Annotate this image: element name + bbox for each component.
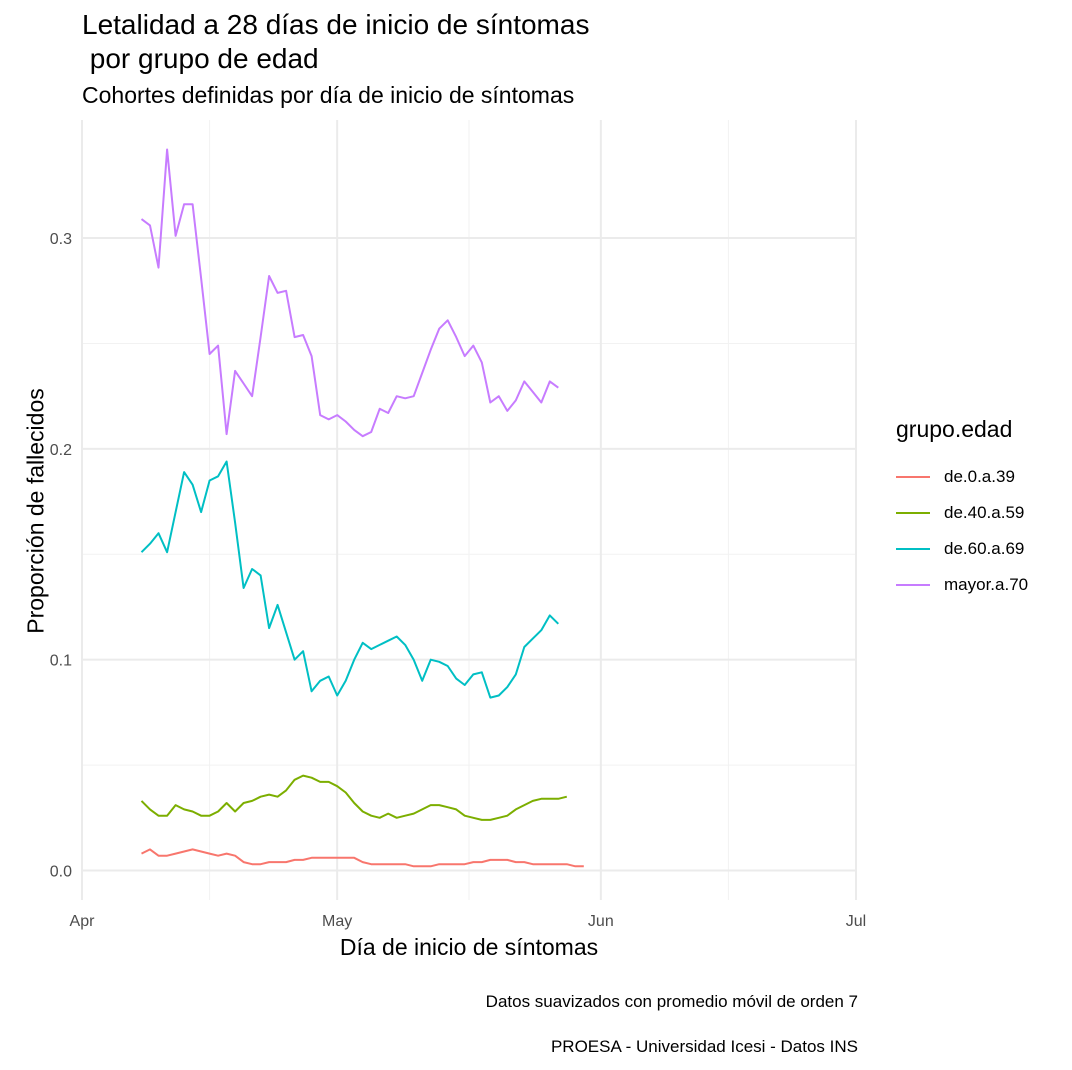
axis-ticks: Apr May Jun Jul 0.0 0.1 0.2 0.3 bbox=[50, 231, 866, 930]
x-tick-label: Apr bbox=[70, 913, 96, 930]
chart-subtitle: Cohortes definidas por día de inicio de … bbox=[82, 82, 575, 108]
caption-smoothing: Datos suavizados con promedio móvil de o… bbox=[485, 992, 858, 1011]
legend: grupo.edad de.0.a.39 de.40.a.59 de.60.a.… bbox=[896, 416, 1028, 603]
legend-key-mayor-a-70 bbox=[896, 584, 930, 586]
y-tick-label: 0.1 bbox=[50, 653, 72, 670]
y-axis-label: Proporción de fallecidos bbox=[22, 388, 49, 634]
legend-item: mayor.a.70 bbox=[896, 567, 1028, 603]
legend-label: mayor.a.70 bbox=[944, 575, 1029, 594]
legend-key-de-60-a-69 bbox=[896, 548, 930, 550]
legend-item: de.0.a.39 bbox=[896, 459, 1028, 495]
legend-item: de.40.a.59 bbox=[896, 495, 1028, 531]
series-line-de-0-a-39 bbox=[141, 848, 584, 868]
y-tick-label: 0.2 bbox=[50, 442, 72, 459]
x-tick-label: Jun bbox=[588, 913, 614, 930]
series-line-de-60-a-69 bbox=[140, 460, 560, 699]
caption-source: PROESA - Universidad Icesi - Datos INS bbox=[550, 1037, 858, 1056]
legend-title: grupo.edad bbox=[896, 416, 1013, 442]
x-axis-label: Día de inicio de síntomas bbox=[339, 934, 599, 960]
grid-lines bbox=[81, 120, 857, 900]
legend-label: de.0.a.39 bbox=[944, 467, 1015, 486]
series-line-de-40-a-59 bbox=[140, 774, 568, 821]
legend-label: de.60.a.69 bbox=[944, 539, 1025, 558]
legend-item: de.60.a.69 bbox=[896, 531, 1028, 567]
series-lines bbox=[140, 148, 584, 868]
legend-key-de-40-a-59 bbox=[896, 512, 930, 514]
x-tick-label: May bbox=[322, 913, 352, 930]
x-tick-label: Jul bbox=[846, 913, 866, 930]
y-tick-label: 0.3 bbox=[50, 231, 72, 248]
legend-label: de.40.a.59 bbox=[944, 503, 1025, 522]
y-tick-label: 0.0 bbox=[50, 863, 72, 880]
legend-key-de-0-a-39 bbox=[896, 476, 930, 478]
chart-title: Letalidad a 28 días de inicio de síntoma… bbox=[82, 9, 590, 74]
series-line-mayor-a-70 bbox=[140, 148, 559, 438]
